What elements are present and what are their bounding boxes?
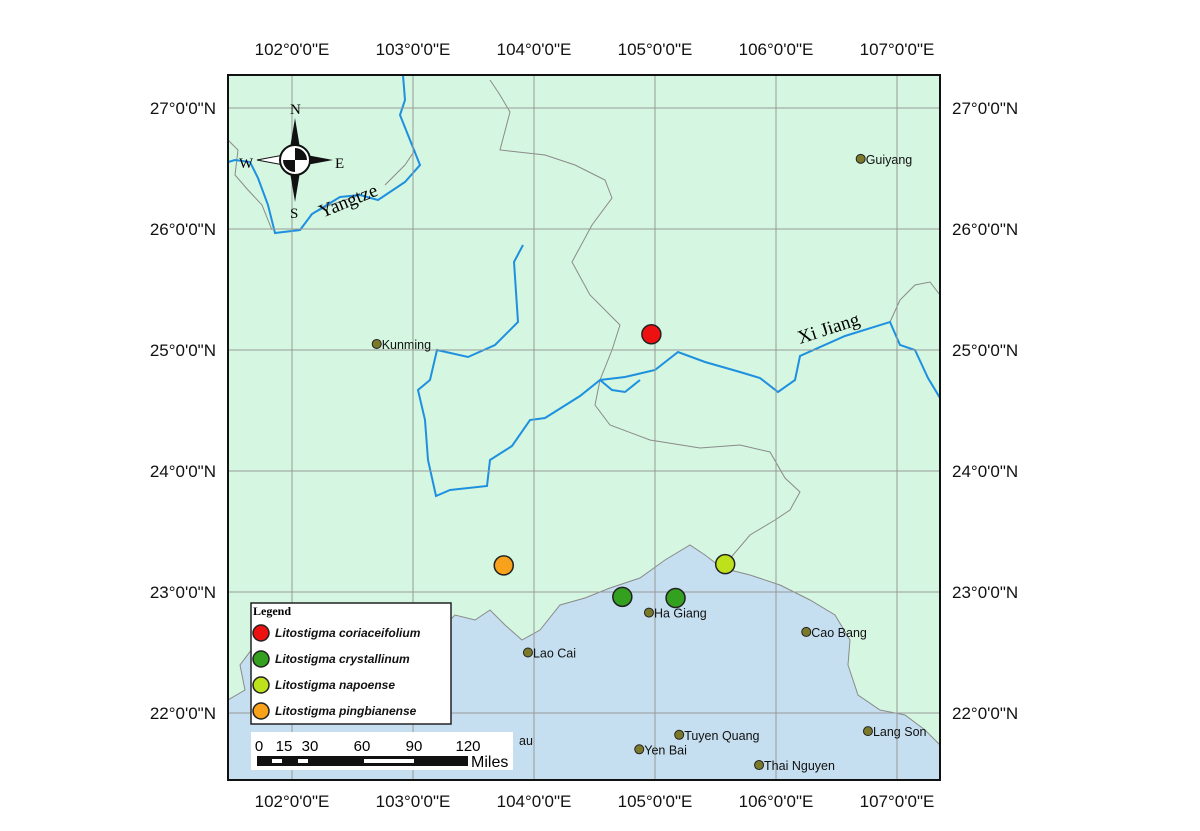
city-label: Lang Son <box>873 725 927 739</box>
city-marker <box>754 760 765 771</box>
scale-tick-label: 0 <box>255 738 263 755</box>
lon-tick-label: 106°0'0"E <box>739 40 814 59</box>
scale-tick-label: 15 <box>276 738 293 755</box>
legend-swatch <box>252 650 270 668</box>
lat-tick-label: 26°0'0"N <box>150 220 216 239</box>
lon-tick-label: 107°0'0"E <box>860 40 935 59</box>
city-marker <box>674 729 685 740</box>
legend: Legend Litostigma coriaceifolium Litostig… <box>250 602 452 725</box>
lat-tick-label: 25°0'0"N <box>150 341 216 360</box>
compass-w: W <box>239 156 254 172</box>
lat-tick-label: 24°0'0"N <box>952 462 1018 481</box>
city-marker <box>522 647 533 658</box>
legend-label: Litostigma coriaceifolium <box>275 626 421 640</box>
compass-s: S <box>290 206 298 222</box>
legend-swatch <box>252 676 270 694</box>
scale-tick-label: 120 <box>455 738 480 755</box>
city-label: Tuyen Quang <box>684 729 759 743</box>
legend-label: Litostigma napoense <box>275 678 395 692</box>
city-marker <box>801 626 812 637</box>
occurrence-point <box>665 587 686 609</box>
north-arrow-icon: N S E W <box>239 102 344 222</box>
compass-n: N <box>290 102 301 118</box>
lat-tick-label: 23°0'0"N <box>952 583 1018 602</box>
partial-city-label: au <box>519 734 533 748</box>
occurrence-point <box>612 586 633 608</box>
lon-tick-label: 107°0'0"E <box>860 792 935 811</box>
lon-tick-label: 103°0'0"E <box>376 40 451 59</box>
lat-tick-label: 25°0'0"N <box>952 341 1018 360</box>
lat-tick-label: 27°0'0"N <box>952 99 1018 118</box>
city-marker <box>643 607 654 618</box>
river-branch <box>599 379 641 394</box>
lat-tick-label: 26°0'0"N <box>952 220 1018 239</box>
city-label: Kunming <box>382 338 431 352</box>
lon-tick-label: 106°0'0"E <box>739 792 814 811</box>
scale-tick-label: 60 <box>354 738 371 755</box>
city-marker <box>855 153 866 164</box>
scale-tick-label: 90 <box>406 738 423 755</box>
lon-tick-label: 103°0'0"E <box>376 792 451 811</box>
lon-tick-label: 102°0'0"E <box>255 792 330 811</box>
occurrence-point <box>714 553 736 575</box>
occurrence-point <box>641 324 662 345</box>
lon-tick-label: 104°0'0"E <box>497 792 572 811</box>
legend-label: Litostigma pingbianense <box>275 704 417 718</box>
legend-title: Legend <box>253 604 291 618</box>
legend-swatch <box>252 702 270 720</box>
compass-e: E <box>335 156 344 172</box>
river-yangtze <box>228 75 422 235</box>
lat-tick-label: 23°0'0"N <box>150 583 216 602</box>
lon-tick-label: 105°0'0"E <box>618 792 693 811</box>
city-marker <box>371 338 382 349</box>
axis-ticks: 102°0'0"E 102°0'0"E 103°0'0"E 103°0'0"E 104°… <box>150 40 1018 811</box>
occurrence-points <box>493 324 736 609</box>
occurrence-point <box>493 555 514 576</box>
city-label: Thai Nguyen <box>764 759 835 773</box>
legend-label: Litostigma crystallinum <box>275 652 410 666</box>
river-xijiang <box>416 244 940 498</box>
cities: Guiyang Kunming Ha Giang Lao Cai Cao Bang Lan… <box>371 153 927 773</box>
city-label: Cao Bang <box>811 626 867 640</box>
legend-swatch <box>252 624 270 642</box>
lon-tick-label: 102°0'0"E <box>255 40 330 59</box>
city-label: Yen Bai <box>644 743 687 757</box>
lat-tick-label: 22°0'0"N <box>150 704 216 723</box>
city-marker <box>862 726 873 737</box>
lat-tick-label: 27°0'0"N <box>150 99 216 118</box>
lon-tick-label: 104°0'0"E <box>497 40 572 59</box>
lat-tick-label: 22°0'0"N <box>952 704 1018 723</box>
city-label: Lao Cai <box>533 647 576 661</box>
scale-unit: Miles <box>471 754 508 771</box>
scale-bar: 0 15 30 60 90 120 Miles <box>251 732 513 771</box>
lat-tick-label: 24°0'0"N <box>150 462 216 481</box>
city-label: Guiyang <box>866 153 913 167</box>
map-frame <box>227 74 941 781</box>
lon-tick-label: 105°0'0"E <box>618 40 693 59</box>
scale-tick-label: 30 <box>302 738 319 755</box>
province-border <box>489 79 801 569</box>
city-marker <box>634 744 645 755</box>
city-label: Ha Giang <box>654 607 707 621</box>
